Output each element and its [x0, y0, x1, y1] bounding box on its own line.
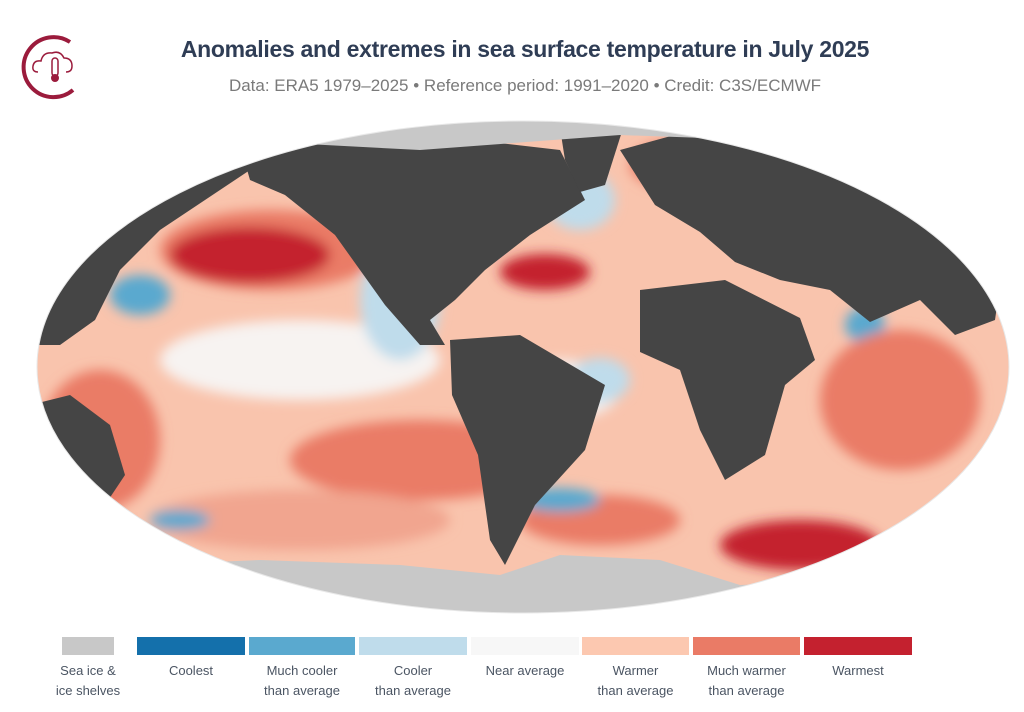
legend-swatch: [62, 637, 114, 655]
legend-item-cooler: Cooler than average: [359, 637, 467, 701]
greenland: [560, 122, 625, 192]
legend-label: Sea ice &: [60, 663, 116, 678]
page-subtitle: Data: ERA5 1979–2025 • Reference period:…: [228, 76, 822, 95]
legend-label: Much cooler: [266, 663, 338, 678]
legend-item-near-average: Near average: [471, 637, 579, 681]
north-america: [240, 135, 585, 345]
legend-label: Cooler: [393, 663, 433, 678]
legend-label: than average: [708, 683, 785, 698]
legend-label: than average: [597, 683, 674, 698]
cloud-thermometer-icon: [21, 35, 75, 100]
sst-anomaly-map: [36, 120, 1010, 614]
legend-item-much-warmer: Much warmer than average: [693, 637, 800, 701]
africa: [640, 280, 815, 480]
legend-label: ice shelves: [55, 683, 121, 698]
legend-label: Much warmer: [707, 663, 786, 678]
page-title: Anomalies and extremes in sea surface te…: [180, 36, 870, 62]
legend-item-coolest: Coolest: [137, 637, 245, 681]
south-america: [450, 335, 605, 565]
legend-swatch: [249, 637, 355, 655]
legend-label: than average: [264, 683, 340, 698]
legend-item-warmer: Warmer than average: [582, 637, 689, 701]
legend-label: Warmer: [612, 663, 659, 678]
legend-swatch: [693, 637, 800, 655]
legend-item-warmest: Warmest: [804, 637, 912, 681]
legend-label: Coolest: [168, 663, 214, 678]
legend-swatch: [804, 637, 912, 655]
legend-swatch: [471, 637, 579, 655]
legend-item-sea-ice: Sea ice & ice shelves: [45, 637, 131, 701]
antarctica: [140, 555, 960, 613]
legend-swatch: [359, 637, 467, 655]
legend: Sea ice & ice shelves Coolest Much coole…: [0, 637, 1024, 707]
legend-label: Near average: [485, 663, 565, 678]
asia-west-edge: [37, 150, 250, 345]
legend-swatch: [582, 637, 689, 655]
legend-item-much-cooler: Much cooler than average: [249, 637, 355, 701]
legend-label: than average: [375, 683, 451, 698]
legend-swatch: [137, 637, 245, 655]
legend-label: Warmest: [832, 663, 884, 678]
